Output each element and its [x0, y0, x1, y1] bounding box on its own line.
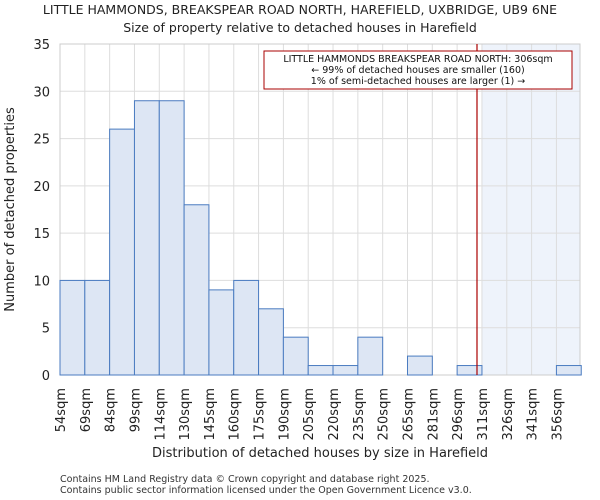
x-tick-label: 250sqm [377, 388, 392, 441]
bar [555, 365, 582, 376]
annotation-line: LITTLE HAMMONDS BREAKSPEAR ROAD NORTH: 3… [283, 54, 552, 65]
y-tick-label: 15 [33, 227, 50, 242]
bar [307, 365, 334, 376]
chart-title: LITTLE HAMMONDS, BREAKSPEAR ROAD NORTH, … [42, 2, 558, 17]
x-tick-label: 341sqm [526, 388, 541, 441]
x-tick-label: 190sqm [277, 388, 292, 441]
x-tick-label: 114sqm [153, 388, 168, 441]
annotation-line: ← 99% of detached houses are smaller (16… [311, 65, 524, 76]
histogram-chart: 0 5 10 15 20 25 30 35 54sqm 69sqm 84sqm 99sqm 114sqm… [3, 38, 582, 461]
x-tick-label: 265sqm [401, 388, 416, 441]
bar [406, 355, 433, 376]
y-tick-label: 30 [33, 85, 50, 100]
bar [258, 308, 284, 376]
bar [282, 336, 309, 376]
y-axis-label: Number of detached properties [3, 107, 18, 312]
y-tick-label: 5 [42, 322, 50, 337]
x-tick-label: 356sqm [550, 388, 565, 441]
bar [84, 279, 111, 376]
bar [456, 365, 483, 376]
bar [133, 100, 160, 376]
y-tick-label: 35 [33, 38, 50, 53]
x-tick-label: 311sqm [476, 388, 491, 441]
bar [233, 279, 260, 376]
bar [183, 204, 210, 376]
footer-line-2: Contains public sector information licen… [60, 485, 472, 496]
bar [357, 336, 384, 376]
y-tick-label: 25 [33, 133, 50, 148]
bar [59, 279, 86, 376]
x-tick-label: 281sqm [426, 388, 441, 441]
bar [208, 289, 235, 376]
x-tick-label: 69sqm [79, 388, 94, 432]
x-tick-label: 235sqm [352, 388, 367, 441]
highlight-region [481, 44, 580, 375]
x-tick-label: 84sqm [104, 388, 119, 432]
x-tick-label: 296sqm [451, 388, 466, 441]
annotation-box [263, 50, 573, 90]
x-tick-label: 130sqm [178, 388, 193, 441]
y-tick-label: 20 [33, 180, 50, 195]
y-tick-label: 10 [33, 274, 50, 289]
y-tick-label: 0 [42, 369, 50, 384]
footer-line-1: Contains HM Land Registry data © Crown c… [60, 474, 430, 485]
bar [109, 128, 135, 376]
x-tick-label: 145sqm [203, 388, 218, 441]
x-tick-label: 99sqm [128, 388, 143, 432]
annotation-line: 1% of semi-detached houses are larger (1… [311, 76, 525, 87]
chart-subtitle: Size of property relative to detached ho… [123, 20, 477, 35]
bar [158, 100, 185, 376]
x-tick-label: 205sqm [302, 388, 317, 441]
x-tick-label: 54sqm [54, 388, 69, 432]
x-tick-label: 175sqm [253, 388, 268, 441]
x-axis-label: Distribution of detached houses by size … [152, 446, 488, 461]
x-tick-label: 160sqm [228, 388, 243, 441]
bar [332, 365, 359, 376]
x-tick-label: 220sqm [327, 388, 342, 441]
x-tick-label: 326sqm [501, 388, 516, 441]
